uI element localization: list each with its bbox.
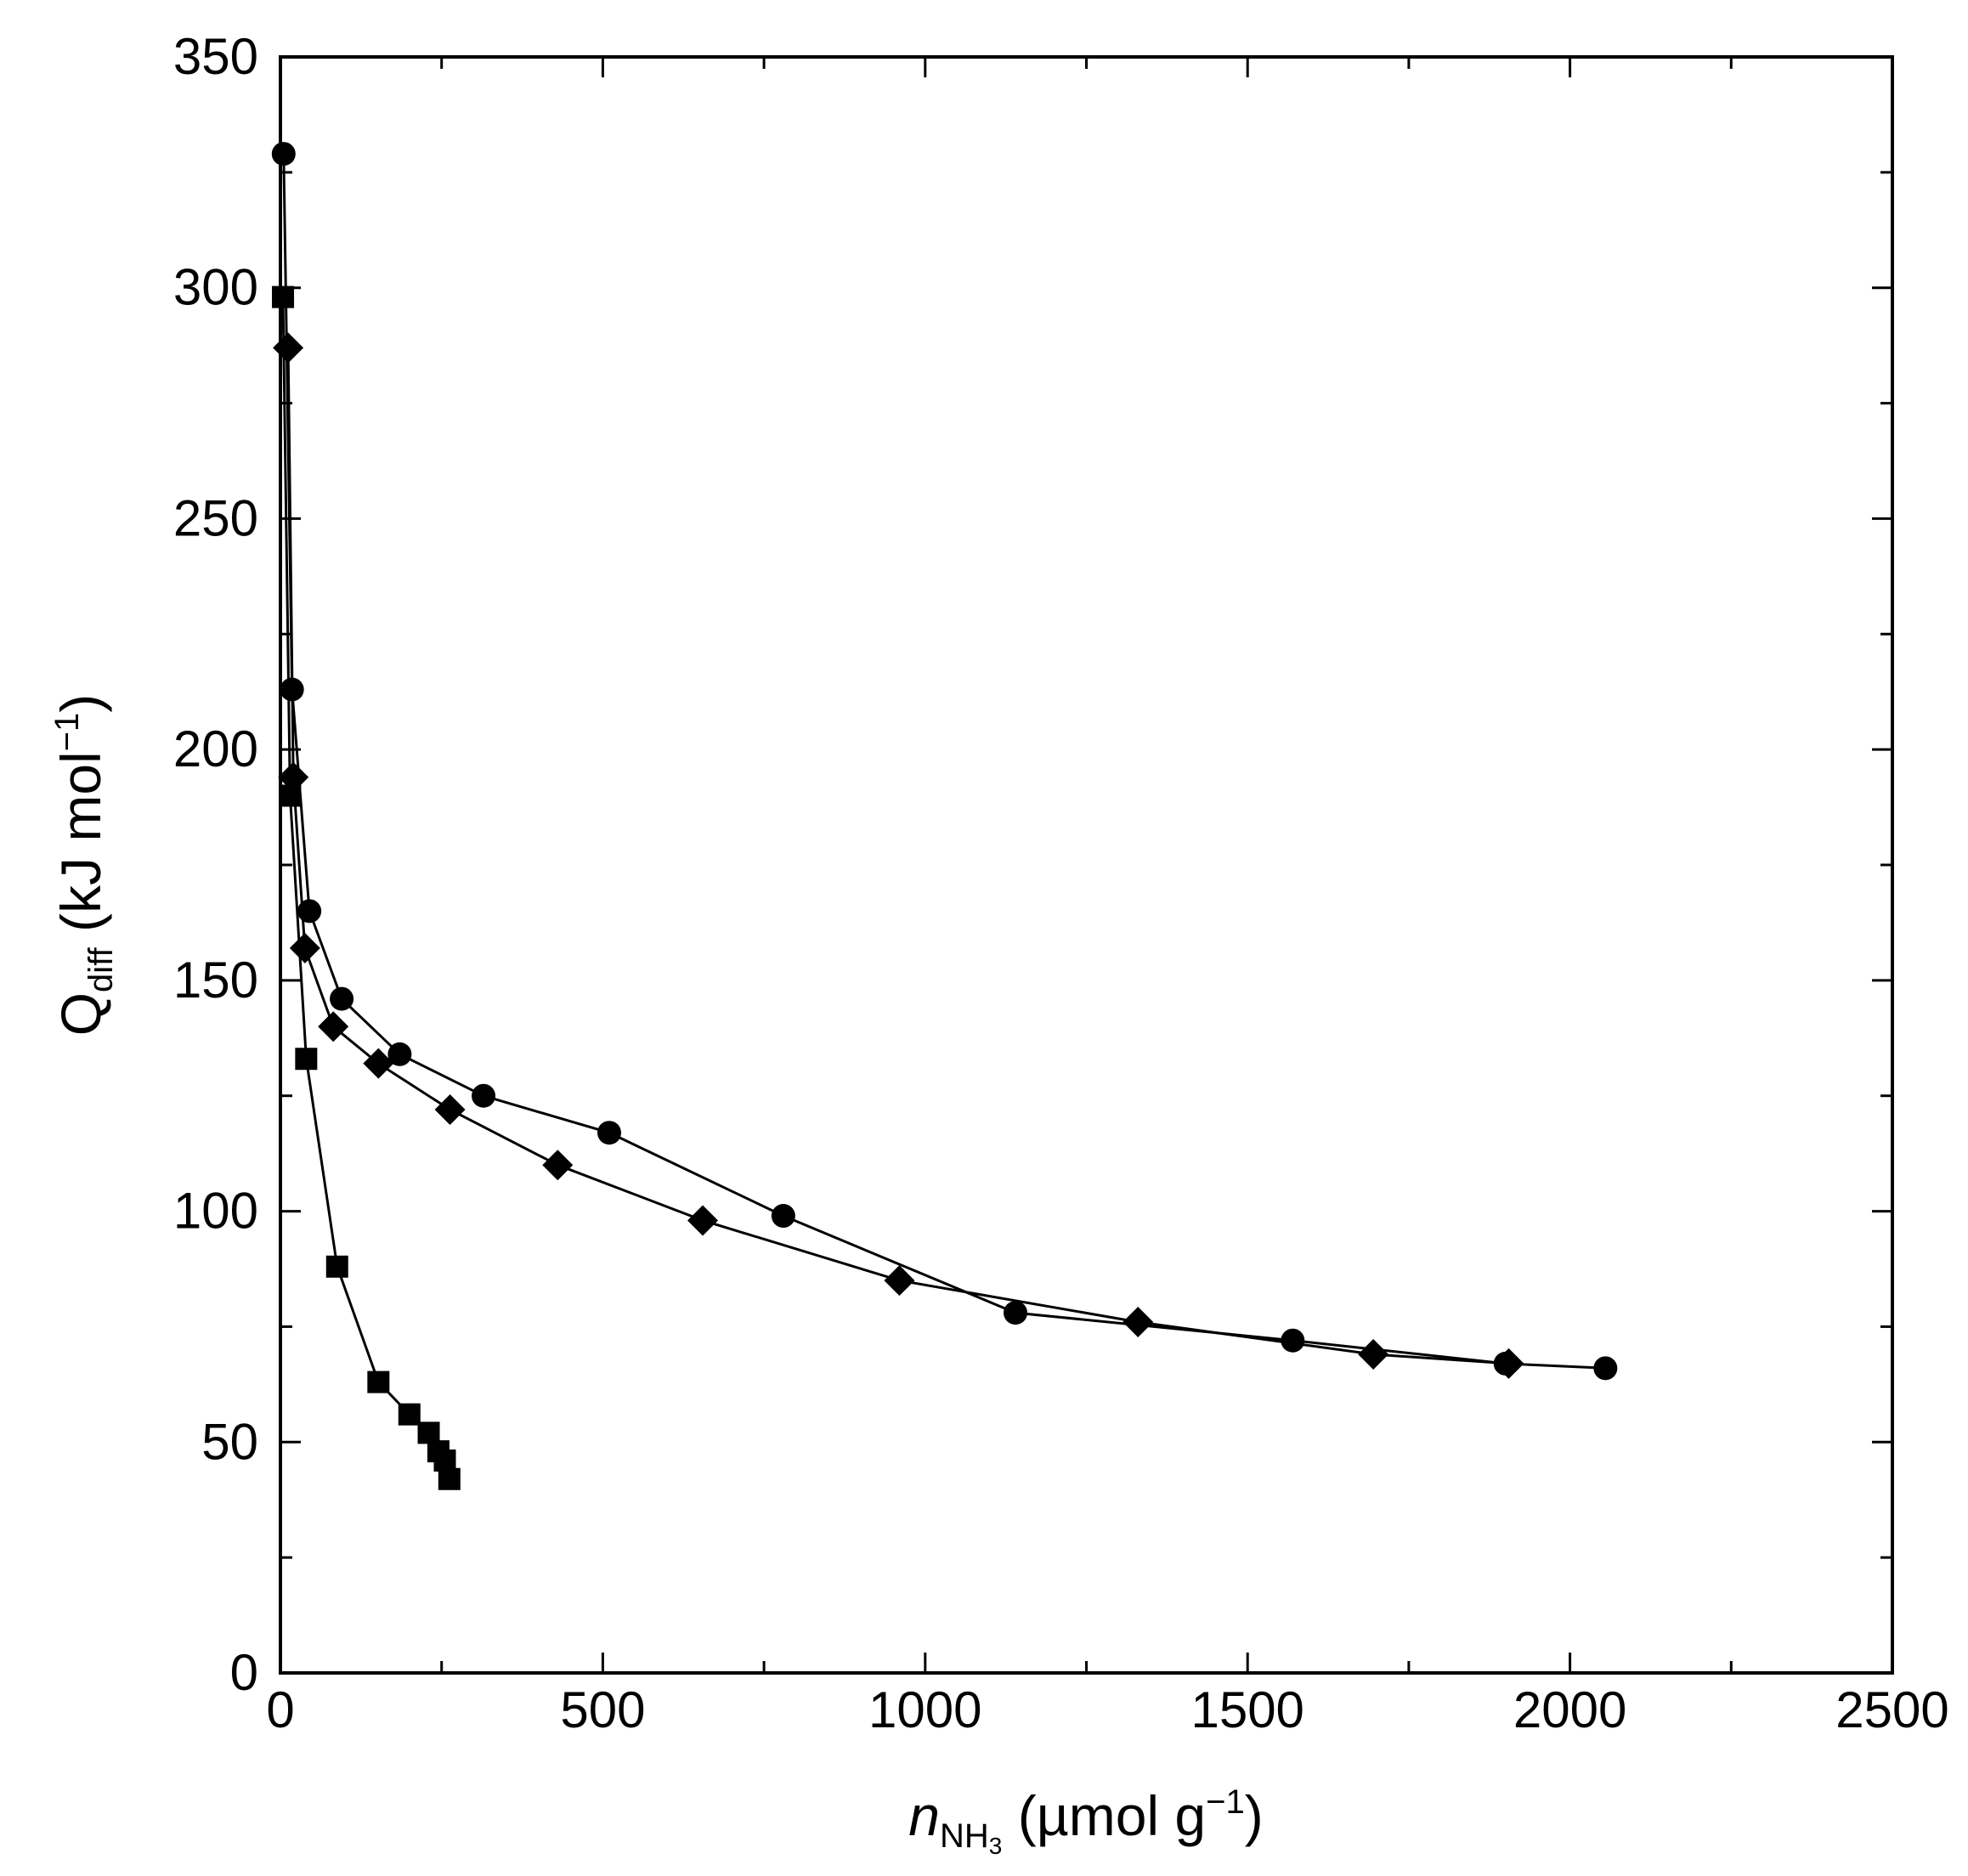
data-point-circle [597,1121,621,1145]
series-line-circle [282,154,1606,1370]
data-point-circle [771,1204,795,1229]
data-point-circle [472,1083,496,1108]
axis-tick-labels: 0 500 1000 1500 2000 2500 0 50 100 150 200 250 300 35… [173,28,1949,1738]
data-point-circle [1281,1328,1305,1353]
data-point-square [325,1255,348,1278]
data-point-diamond [273,332,304,364]
data-point-square [417,1421,440,1444]
data-point-square [279,784,302,807]
data-point-square [272,285,295,308]
data-point-diamond [1493,1348,1524,1379]
y-axis-title: Qdiff (kJ mol−1) [48,694,120,1037]
data-point-circle [1004,1301,1028,1325]
plot-frame [279,55,1894,1675]
series-line-diamond [286,348,1509,1365]
y-tick-label: 50 [201,1413,258,1470]
data-point-circle [1593,1356,1618,1381]
series-markers [271,142,1618,1490]
x-tick-label: 2500 [1835,1681,1948,1738]
y-tick-label: 150 [173,952,258,1009]
data-point-diamond [289,932,320,963]
data-point-square [295,1048,318,1071]
data-point-circle [280,677,304,702]
data-point-circle [271,142,296,167]
y-tick-label: 0 [230,1644,258,1701]
data-point-circle [330,986,354,1011]
data-point-square [438,1467,461,1490]
data-point-diamond [1358,1339,1389,1370]
y-tick-label: 250 [173,489,258,546]
data-point-circle [297,899,322,924]
data-point-diamond [884,1265,915,1297]
data-point-diamond [542,1150,574,1181]
y-tick-label: 350 [173,28,258,85]
data-point-diamond [1123,1306,1154,1337]
y-tick-label: 200 [173,720,258,777]
data-point-diamond [687,1205,719,1236]
data-point-square [433,1449,456,1472]
x-axis-title: nNH3 (µmol g−1) [908,1783,1263,1859]
data-point-diamond [318,1011,349,1043]
x-tick-label: 0 [266,1681,294,1738]
y-tick-label: 300 [173,259,258,316]
x-tick-label: 1000 [868,1681,981,1738]
axis-ticks [279,55,1894,1675]
y-tick-label: 100 [173,1183,258,1240]
data-point-square [398,1403,421,1426]
data-point-diamond [363,1048,394,1079]
x-tick-label: 500 [560,1681,645,1738]
series-lines [281,154,1606,1480]
data-point-circle [387,1042,412,1066]
data-point-square [367,1370,390,1393]
x-tick-label: 2000 [1513,1681,1626,1738]
data-point-diamond [434,1094,466,1126]
x-tick-label: 1500 [1190,1681,1304,1738]
